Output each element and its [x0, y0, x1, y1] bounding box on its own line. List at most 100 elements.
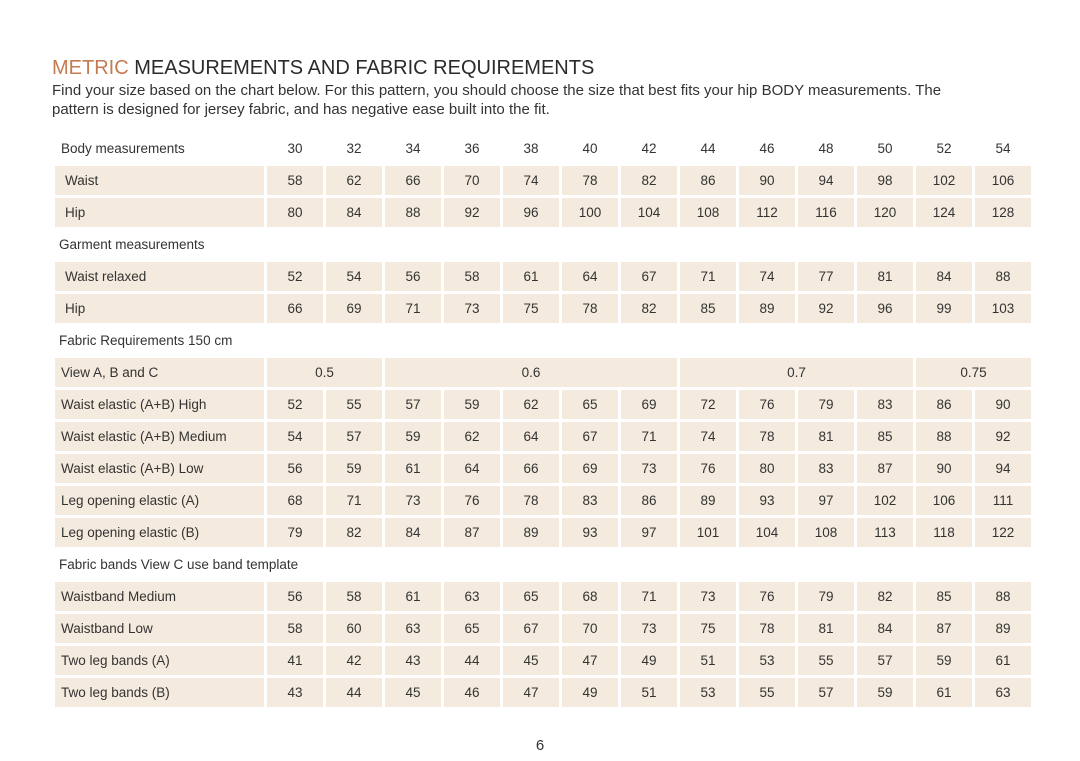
cell: 113 [857, 518, 913, 547]
cell: 120 [857, 198, 913, 227]
cell: 106 [916, 486, 972, 515]
section-title: Fabric Requirements 150 cm [59, 333, 233, 348]
cell: 59 [326, 454, 382, 483]
data-row: Hip 66 69 71 73 75 78 82 85 89 92 96 99 103 [55, 294, 1031, 323]
cell: 83 [798, 454, 854, 483]
cell: 44 [444, 646, 500, 675]
cell: 86 [916, 390, 972, 419]
cell: 56 [267, 582, 323, 611]
cell: 104 [621, 198, 677, 227]
cell: 61 [385, 454, 441, 483]
title-text: MEASUREMENTS AND FABRIC REQUIREMENTS [134, 57, 595, 79]
size: 50 [877, 141, 893, 156]
cell: 76 [739, 390, 795, 419]
cell: 0.7 [680, 358, 913, 387]
cell: 74 [739, 262, 795, 291]
size: 54 [995, 141, 1011, 156]
cell: 82 [621, 294, 677, 323]
cell: 78 [739, 614, 795, 643]
cell: 86 [680, 166, 736, 195]
cell: 78 [739, 422, 795, 451]
size: 46 [759, 141, 775, 156]
cell: 85 [680, 294, 736, 323]
cell: 89 [739, 294, 795, 323]
cell: 89 [680, 486, 736, 515]
row-label: Two leg bands (A) [55, 646, 264, 675]
cell: 62 [326, 166, 382, 195]
cell: 57 [326, 422, 382, 451]
cell: 122 [975, 518, 1031, 547]
cell: 84 [326, 198, 382, 227]
cell: 124 [916, 198, 972, 227]
cell: 102 [916, 166, 972, 195]
intro-line: Find your size based on the chart below.… [52, 82, 942, 99]
cell: 82 [621, 166, 677, 195]
cell: 93 [739, 486, 795, 515]
cell: 63 [385, 614, 441, 643]
cell: 51 [621, 678, 677, 707]
row-label: View A, B and C [55, 358, 264, 387]
cell: 59 [916, 646, 972, 675]
cell: 74 [503, 166, 559, 195]
row-label: Waist elastic (A+B) Low [55, 454, 264, 483]
cell: 65 [562, 390, 618, 419]
cell: 75 [680, 614, 736, 643]
section-title: Fabric bands View C use band template [59, 557, 299, 572]
cell: 49 [562, 678, 618, 707]
size: 44 [700, 141, 716, 156]
cell: 51 [680, 646, 736, 675]
cell: 78 [562, 294, 618, 323]
header-row: Body measurements 30 32 34 36 38 40 42 44 46 48 50 5… [55, 134, 1031, 163]
cell: 72 [680, 390, 736, 419]
intro: Find your size based on the chart below.… [52, 81, 941, 119]
cell: 108 [798, 518, 854, 547]
data-row: View A, B and C 0.5 0.6 0.7 0.75 [55, 358, 1031, 387]
size: 52 [936, 141, 952, 156]
cell: 68 [267, 486, 323, 515]
cell: 88 [975, 582, 1031, 611]
size-table: Body measurements 30 32 34 36 38 40 42 44 46 48 50 5… [52, 131, 1034, 710]
cell: 58 [326, 582, 382, 611]
cell: 83 [857, 390, 913, 419]
row-label: Two leg bands (B) [55, 678, 264, 707]
row-label: Hip [55, 294, 264, 323]
cell: 47 [503, 678, 559, 707]
cell: 92 [798, 294, 854, 323]
cell: 61 [503, 262, 559, 291]
cell: 94 [798, 166, 854, 195]
cell: 45 [385, 678, 441, 707]
cell: 56 [267, 454, 323, 483]
cell: 57 [385, 390, 441, 419]
cell: 84 [857, 614, 913, 643]
cell: 71 [680, 262, 736, 291]
cell: 44 [326, 678, 382, 707]
cell: 79 [267, 518, 323, 547]
cell: 53 [739, 646, 795, 675]
row-label: Leg opening elastic (A) [55, 486, 264, 515]
page-number: 6 [535, 737, 545, 754]
cell: 73 [621, 454, 677, 483]
cell: 52 [267, 390, 323, 419]
cell: 52 [267, 262, 323, 291]
cell: 112 [739, 198, 795, 227]
cell: 100 [562, 198, 618, 227]
cell: 55 [798, 646, 854, 675]
row-label: Waist relaxed [55, 262, 264, 291]
row-label: Waist elastic (A+B) High [55, 390, 264, 419]
cell: 59 [385, 422, 441, 451]
title-highlight: METRIC [52, 57, 129, 79]
data-row: Two leg bands (B) 43 44 45 46 47 49 51 53 55 57 59 6… [55, 678, 1031, 707]
cell: 86 [621, 486, 677, 515]
cell: 101 [680, 518, 736, 547]
cell: 108 [680, 198, 736, 227]
cell: 54 [326, 262, 382, 291]
data-row: Waistband Low 58 60 63 65 67 70 73 75 78 81 84 87 89 [55, 614, 1031, 643]
cell: 73 [621, 614, 677, 643]
size: 30 [287, 141, 303, 156]
cell: 73 [680, 582, 736, 611]
cell: 88 [385, 198, 441, 227]
cell: 83 [562, 486, 618, 515]
cell: 88 [916, 422, 972, 451]
cell: 66 [503, 454, 559, 483]
cell: 46 [444, 678, 500, 707]
